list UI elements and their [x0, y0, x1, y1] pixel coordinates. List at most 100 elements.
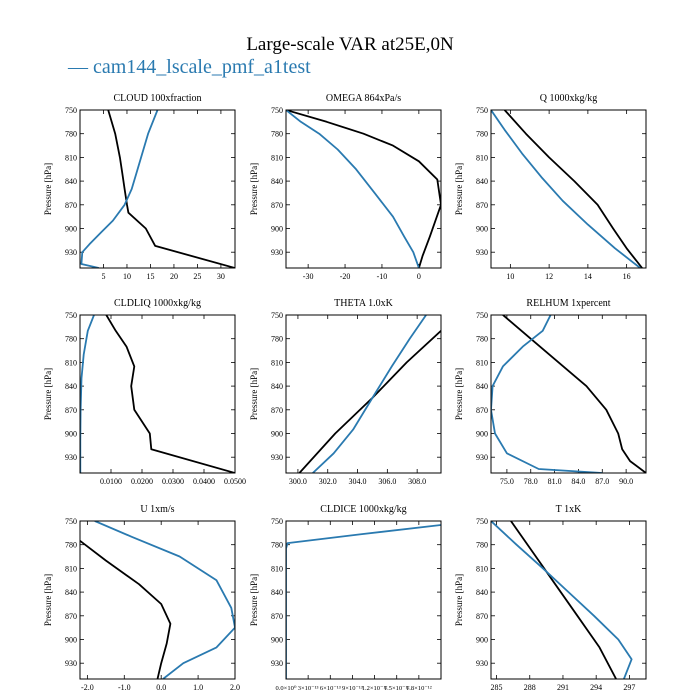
- x-tick-label: 12: [545, 272, 553, 281]
- x-tick-label: -2.0: [81, 683, 94, 692]
- y-axis-label: Pressure [hPa]: [43, 574, 53, 626]
- x-tick-label: 81.0: [548, 477, 562, 486]
- y-tick-label: 780: [65, 541, 77, 550]
- panel-6: RELHUM 1xpercent Pressure [hPa] 750 780 810 8…: [454, 298, 647, 486]
- y-axis-label: Pressure [hPa]: [454, 574, 464, 626]
- y-tick-label: 840: [65, 588, 77, 597]
- panel-title: RELHUM 1xpercent: [526, 298, 610, 309]
- x-tick-label: 5: [101, 272, 105, 281]
- y-tick-label: 870: [65, 612, 77, 621]
- y-tick-label: 930: [65, 659, 77, 668]
- y-tick-label: 900: [65, 636, 77, 645]
- y-tick-label: 810: [476, 564, 488, 573]
- x-tick-label: 0.0: [156, 683, 166, 692]
- y-tick-label: 750: [271, 517, 283, 526]
- y-axis-label: Pressure [hPa]: [43, 368, 53, 420]
- x-tick-label: 87.0: [595, 477, 609, 486]
- model-series-line: [94, 521, 235, 679]
- y-tick-label: 840: [271, 177, 283, 186]
- y-tick-label: 750: [65, 311, 77, 320]
- y-tick-label: 810: [271, 153, 283, 162]
- y-tick-label: 900: [65, 430, 77, 439]
- plot-frame: [490, 314, 647, 474]
- plot-frame: [285, 520, 442, 680]
- y-tick-label: 900: [271, 225, 283, 234]
- reference-series-line: [510, 521, 617, 679]
- y-tick-label: 900: [271, 636, 283, 645]
- y-tick-label: 810: [271, 564, 283, 573]
- legend-label: cam144_lscale_pmf_a1test: [93, 56, 311, 78]
- x-tick-label: 300.0: [289, 477, 307, 486]
- y-tick-label: 840: [476, 177, 488, 186]
- plot-frame: [79, 314, 236, 474]
- y-tick-label: 870: [476, 612, 488, 621]
- x-tick-label: 78.0: [524, 477, 538, 486]
- legend-line-symbol: —: [68, 56, 88, 78]
- panel-title: T 1xK: [556, 504, 582, 515]
- y-tick-label: 750: [65, 106, 77, 115]
- x-tick-label: -1.0: [118, 683, 131, 692]
- y-tick-label: 780: [65, 130, 77, 139]
- y-tick-label: 750: [476, 106, 488, 115]
- x-tick-label: 0.0500: [224, 477, 246, 486]
- y-tick-label: 930: [271, 248, 283, 257]
- x-tick-label: 14: [584, 272, 592, 281]
- plot-frame: [285, 109, 442, 269]
- x-tick-label: 306.0: [378, 477, 396, 486]
- x-tick-label: 6×10⁻¹³: [320, 685, 341, 692]
- panel-title: U 1xm/s: [140, 504, 174, 515]
- panel-title: CLOUD 100xfraction: [113, 93, 201, 104]
- x-tick-label: 0.0100: [100, 477, 122, 486]
- y-tick-label: 810: [65, 153, 77, 162]
- plot-frame: [490, 520, 647, 680]
- y-tick-label: 840: [65, 177, 77, 186]
- y-tick-label: 870: [476, 406, 488, 415]
- reference-series-line: [80, 540, 172, 679]
- x-tick-label: 0.0×10⁰: [276, 685, 297, 692]
- y-tick-label: 900: [476, 430, 488, 439]
- x-tick-label: 25: [193, 272, 201, 281]
- y-axis-label: Pressure [hPa]: [43, 163, 53, 215]
- y-tick-label: 870: [271, 406, 283, 415]
- reference-series-line: [105, 315, 235, 473]
- x-tick-label: 297: [623, 683, 635, 692]
- y-tick-label: 810: [65, 358, 77, 367]
- x-tick-label: 308.0: [408, 477, 426, 486]
- y-tick-label: 840: [271, 588, 283, 597]
- panel-1: CLOUD 100xfraction Pressure [hPa] 750 780 81…: [43, 93, 236, 281]
- y-axis-label: Pressure [hPa]: [249, 368, 259, 420]
- x-tick-label: 1.2×10⁻¹²: [362, 685, 388, 692]
- panel-title: CLDLIQ 1000xkg/kg: [114, 298, 201, 309]
- y-tick-label: 840: [65, 382, 77, 391]
- y-tick-label: 810: [271, 358, 283, 367]
- panel-4: CLDLIQ 1000xkg/kg Pressure [hPa] 750 780 810…: [43, 298, 246, 486]
- x-tick-label: 90.0: [619, 477, 633, 486]
- y-tick-label: 870: [271, 612, 283, 621]
- x-tick-label: 0: [417, 272, 421, 281]
- y-tick-label: 870: [271, 201, 283, 210]
- panel-2: OMEGA 864xPa/s Pressure [hPa] 750 780 810 840…: [249, 93, 442, 281]
- y-tick-label: 780: [476, 541, 488, 550]
- y-tick-label: 870: [65, 406, 77, 415]
- x-tick-label: 1.8×10⁻¹²: [406, 685, 432, 692]
- y-tick-label: 780: [476, 335, 488, 344]
- model-series-line: [491, 110, 641, 268]
- model-series-line: [491, 521, 633, 679]
- x-tick-label: 2.0: [230, 683, 240, 692]
- y-tick-label: 930: [65, 453, 77, 462]
- x-tick-label: 0.0200: [131, 477, 153, 486]
- panel-title: CLDICE 1000xkg/kg: [320, 504, 406, 515]
- x-tick-label: 285: [491, 683, 503, 692]
- x-tick-label: 9×10⁻¹³: [342, 685, 363, 692]
- x-tick-label: 291: [557, 683, 569, 692]
- panel-3: Q 1000xkg/kg Pressure [hPa] 750 780 810 840 87…: [454, 93, 647, 281]
- panel-title: THETA 1.0xK: [334, 298, 393, 309]
- x-tick-label: 15: [146, 272, 154, 281]
- plot-frame: [79, 520, 236, 680]
- panel-title: OMEGA 864xPa/s: [326, 93, 401, 104]
- y-tick-label: 810: [65, 564, 77, 573]
- y-tick-label: 900: [65, 225, 77, 234]
- model-series-line: [286, 524, 441, 679]
- y-axis-label: Pressure [hPa]: [249, 163, 259, 215]
- y-tick-label: 930: [271, 453, 283, 462]
